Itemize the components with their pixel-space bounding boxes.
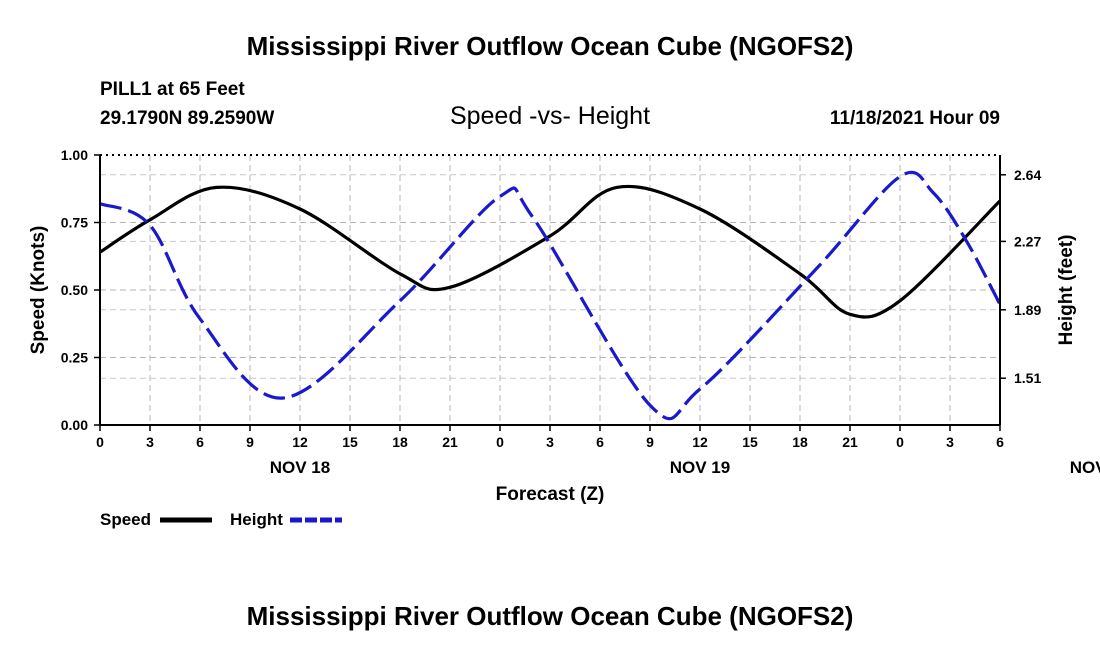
chart-title: Mississippi River Outflow Ocean Cube (NG… <box>247 31 854 61</box>
series-line-speed <box>99 184 1002 319</box>
location-label: 29.1790N 89.2590W <box>100 108 274 129</box>
x-axis-label: Forecast (Z) <box>496 484 605 505</box>
x-tick-label: 3 <box>546 434 554 450</box>
legend: Speed Height <box>100 510 342 529</box>
x-tick-label: 0 <box>496 434 504 450</box>
y-left-tick-label: 0.75 <box>61 215 88 231</box>
date-label: NOV 18 <box>270 458 330 477</box>
y-right-tick-label: 2.64 <box>1014 167 1041 183</box>
x-tick-label: 6 <box>196 434 204 450</box>
x-tick-label: 12 <box>692 434 708 450</box>
series-line-height <box>99 170 1002 421</box>
x-tick-label: 0 <box>896 434 904 450</box>
series-lines <box>99 170 1002 421</box>
datetime-label: 11/18/2021 Hour 09 <box>830 108 1000 129</box>
y-axis-right-label: Height (feet) <box>1056 235 1077 346</box>
y-left-tick-label: 0.50 <box>61 282 88 298</box>
date-label: NOV 20 <box>1070 458 1100 477</box>
x-tick-label: 12 <box>292 434 308 450</box>
plot-frame <box>94 154 1006 431</box>
grid <box>100 155 1000 425</box>
x-tick-label: 21 <box>842 434 858 450</box>
x-tick-label: 9 <box>246 434 254 450</box>
y-axis-left-label: Speed (Knots) <box>28 226 49 355</box>
y-left-tick-label: 1.00 <box>61 147 88 163</box>
y-right-tick-label: 1.51 <box>1014 370 1041 386</box>
x-tick-label: 18 <box>392 434 408 450</box>
y-right-tick-label: 1.89 <box>1014 302 1041 318</box>
x-tick-label: 18 <box>792 434 808 450</box>
y-right-tick-label: 2.27 <box>1014 233 1041 249</box>
x-tick-label: 21 <box>442 434 458 450</box>
station-label: PILL1 at 65 Feet <box>100 79 245 100</box>
x-tick-label: 6 <box>596 434 604 450</box>
tick-labels: 0 3 6 9 12 15 18 21 0 3 6 9 12 15 18 21 0 3 6 NOV 18 NOV 19 N… <box>61 147 1100 477</box>
legend-speed-label: Speed <box>100 510 151 529</box>
x-tick-label: 3 <box>146 434 154 450</box>
date-label: NOV 19 <box>670 458 730 477</box>
x-tick-label: 15 <box>742 434 758 450</box>
x-tick-label: 9 <box>646 434 654 450</box>
chart-subtitle: Speed -vs- Height <box>450 102 650 130</box>
x-tick-label: 6 <box>996 434 1004 450</box>
y-left-tick-label: 0.00 <box>61 417 88 433</box>
legend-height-label: Height <box>230 510 283 529</box>
x-tick-label: 3 <box>946 434 954 450</box>
x-tick-label: 0 <box>96 434 104 450</box>
footer-title: Mississippi River Outflow Ocean Cube (NG… <box>247 601 854 631</box>
x-tick-label: 15 <box>342 434 358 450</box>
y-left-tick-label: 0.25 <box>61 350 88 366</box>
